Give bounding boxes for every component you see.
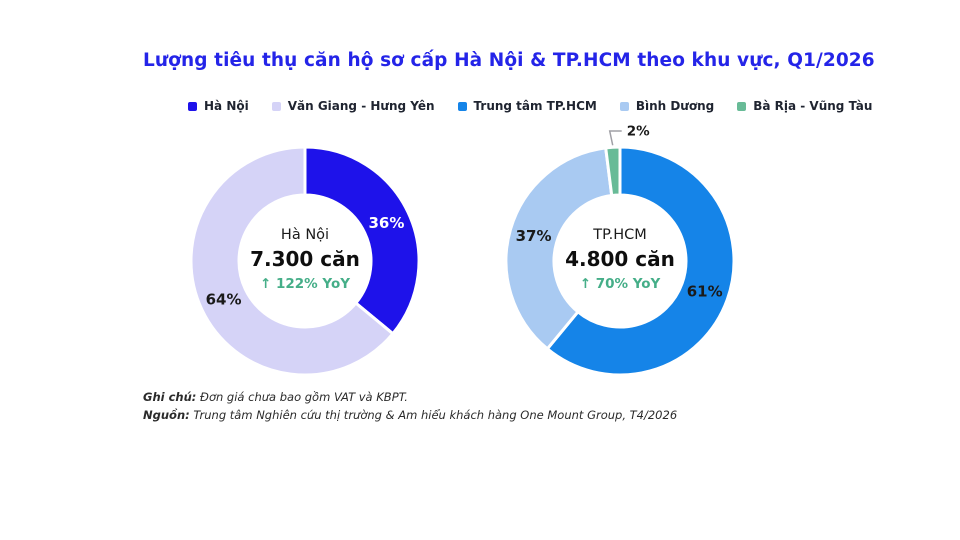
donut-center-tphcm: TP.HCM 4.800 căn ↑ 70% YoY [525,227,715,292]
footnotes: Ghi chú: Đơn giá chưa bao gồm VAT và KBP… [143,389,677,424]
legend-item-binh-duong: Bình Dương [619,99,715,113]
footnote-note: Ghi chú: Đơn giá chưa bao gồm VAT và KBP… [143,389,677,407]
donut-chart-tphcm: 61% 37% 2% [504,124,736,377]
page-title: Lượng tiêu thụ căn hộ sơ cấp Hà Nội & TP… [143,50,875,71]
footnote-source-prefix: Nguồn: [143,407,190,422]
donut-chart-hanoi: 36% 64% [189,145,421,377]
donut-center-hanoi: Hà Nội 7.300 căn ↑ 122% YoY [210,227,400,292]
slice-ba-ria-vung-tau-percent-label: 2% [627,124,650,140]
legend-label: Hà Nội [204,99,249,113]
donut-center-name: TP.HCM [593,227,647,243]
footnote-note-prefix: Ghi chú: [143,390,197,404]
donut-center-value: 7.300 căn [250,247,360,271]
legend-item-van-giang-hung-yen: Văn Giang - Hưng Yên [271,99,435,113]
legend-label: Văn Giang - Hưng Yên [287,99,435,113]
slice-trung-tam-tphcm [545,145,736,377]
slice-ha-noi-percent-label: 36% [368,214,404,232]
legend-swatch-van-giang-hung-yen [271,101,281,111]
slice-van-giang-hung-yen [189,145,395,377]
slice-trung-tam-tphcm-percent-label: 61% [687,283,723,301]
slice-ba-ria-vung-tau [604,145,622,198]
legend-label: Trung tâm TP.HCM [473,99,597,113]
legend-swatch-trung-tam-tphcm [457,101,467,111]
legend-item-trung-tam-tphcm: Trung tâm TP.HCM [457,99,597,113]
legend: Hà Nội Văn Giang - Hưng Yên Trung tâm TP… [188,99,872,113]
legend-swatch-ha-noi [188,101,197,111]
slice-binh-duong [504,146,614,351]
legend-item-ha-noi: Hà Nội [188,99,249,113]
footnote-source-text: Trung tâm Nghiên cứu thị trường & Am hiể… [189,407,678,422]
donut-center-yoy: ↑ 122% YoY [259,276,350,292]
donut-center-yoy: ↑ 70% YoY [579,276,661,292]
footnote-source: Nguồn: Trung tâm Nghiên cứu thị trường &… [143,407,677,425]
legend-item-ba-ria-vung-tau: Bà Rịa - Vũng Tàu [737,99,872,113]
slice-binh-duong-percent-label: 37% [516,227,552,245]
slice-ba-ria-vung-tau-callout-line [608,130,622,146]
legend-label: Bà Rịa - Vũng Tàu [753,99,873,113]
slice-ha-noi [303,145,421,336]
legend-label: Bình Dương [635,99,715,113]
legend-swatch-binh-duong [619,101,629,111]
donut-center-name: Hà Nội [280,227,330,243]
legend-swatch-ba-ria-vung-tau [737,101,747,111]
footnote-note-text: Đơn giá chưa bao gồm VAT và KBPT. [196,390,408,404]
donut-center-value: 4.800 căn [565,247,675,271]
slice-van-giang-hung-yen-percent-label: 64% [206,291,242,309]
